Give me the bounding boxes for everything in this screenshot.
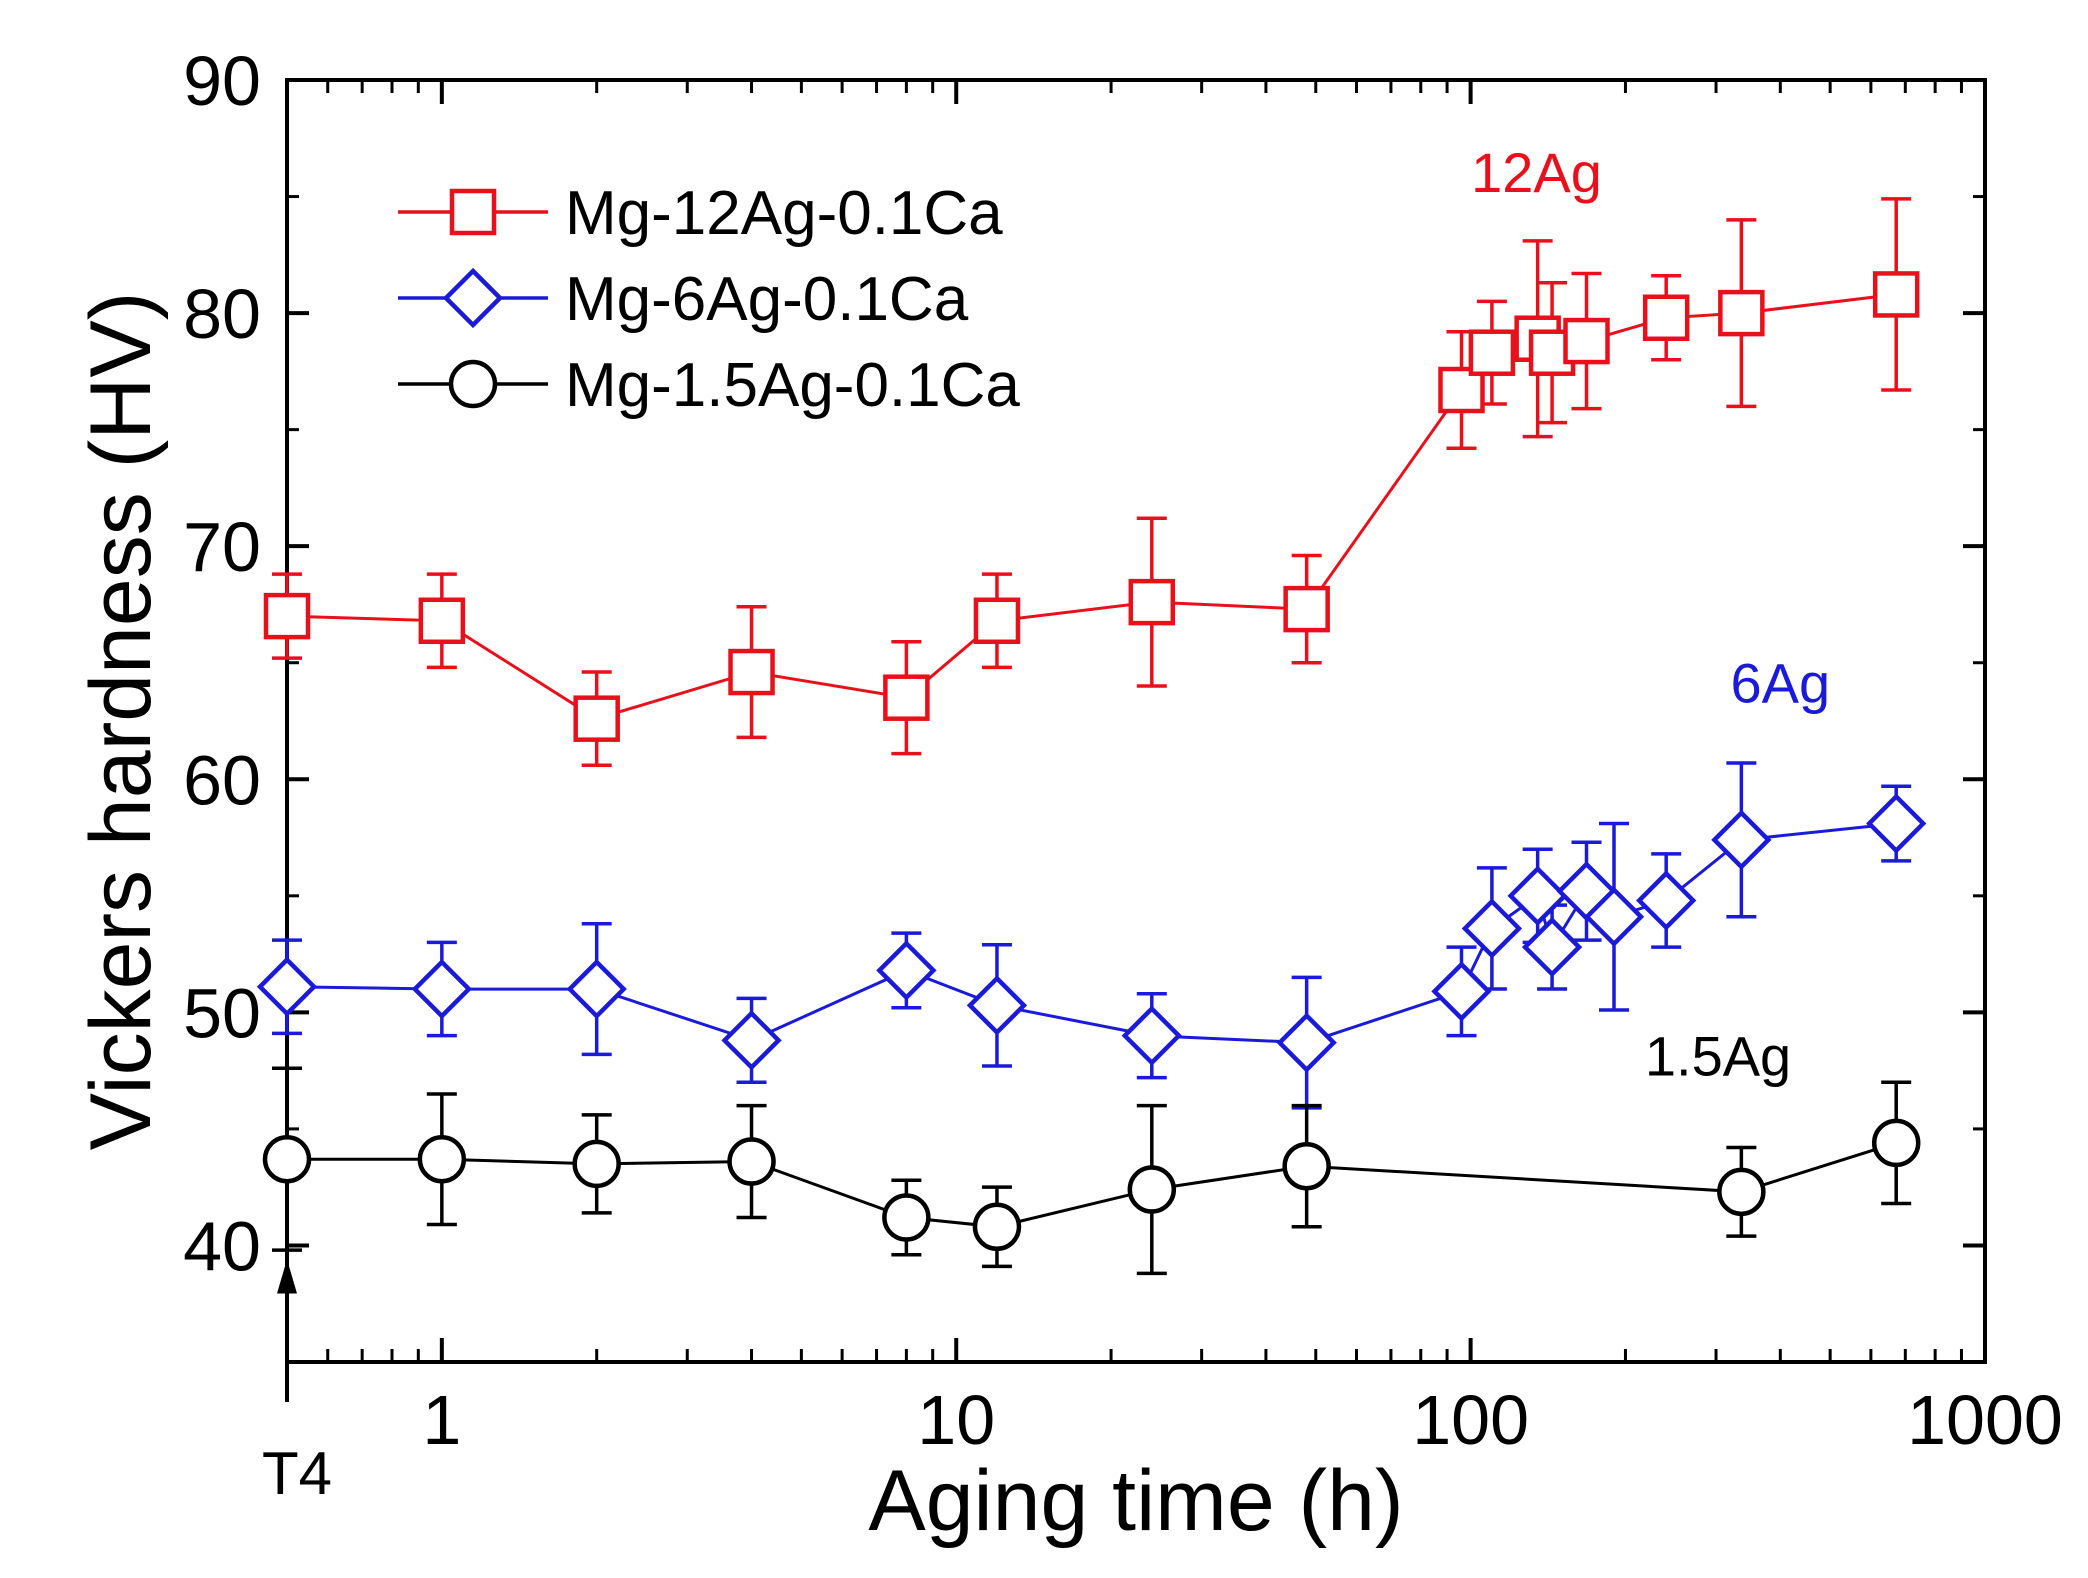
data-point: [1563, 317, 1610, 365]
legend: Mg-12Ag-0.1Ca Mg-6Ag-0.1Ca Mg-1.5Ag-0.1Ca: [398, 179, 1020, 420]
series-layer: [256, 197, 1927, 1276]
y-tick-label: 70: [183, 508, 261, 586]
data-point: [1636, 870, 1697, 931]
series-label-6Ag: 6Ag: [1731, 651, 1831, 714]
legend-entry: Mg-1.5Ag-0.1Ca: [398, 351, 1020, 420]
data-point: [972, 1202, 1022, 1252]
data-point: [262, 1134, 312, 1184]
series-1.5Ag: [262, 1066, 1921, 1276]
data-point: [1711, 809, 1772, 871]
data-point: [1127, 1165, 1177, 1214]
data-point: [1718, 289, 1765, 337]
data-point: [1461, 898, 1523, 959]
data-point: [1642, 294, 1690, 342]
y-tick-label: 50: [183, 974, 261, 1052]
data-point: [1583, 886, 1645, 947]
data-point: [1507, 865, 1568, 927]
series-line: [287, 1141, 1897, 1229]
y-axis-title: Vickers hardness (HV): [73, 292, 169, 1151]
data-point: [1866, 793, 1927, 854]
data-point: [883, 674, 930, 721]
data-point: [882, 1193, 931, 1242]
legend-entry: Mg-12Ag-0.1Ca: [398, 179, 1003, 248]
plot-frame: [285, 78, 1987, 1364]
data-point: [572, 1139, 621, 1189]
data-point: [727, 1137, 776, 1186]
legend-marker: [442, 267, 504, 329]
axes-layer: [285, 78, 1987, 1364]
legend-label: Mg-1.5Ag-0.1Ca: [565, 351, 1020, 420]
y-tick-label: 60: [183, 741, 261, 819]
data-point: [1871, 1118, 1921, 1168]
data-point: [1431, 961, 1492, 1022]
data-point: [573, 695, 620, 742]
series-line: [286, 822, 1897, 1045]
data-point: [1282, 1141, 1331, 1191]
data-point: [876, 940, 937, 1001]
data-point: [728, 648, 775, 696]
data-point: [263, 592, 311, 640]
legend-entry: Mg-6Ag-0.1Ca: [398, 265, 969, 334]
series-line: [286, 292, 1897, 721]
x-tick-label: 1000: [1907, 1381, 2063, 1459]
x-tick-label: 10: [917, 1381, 995, 1459]
label-layer: 40 50 60 70 80 90 1 10 100 1000 Aging time (h) Vick…: [73, 42, 2063, 1549]
data-point: [418, 597, 466, 645]
series-label-1.5Ag: 1.5Ag: [1645, 1024, 1791, 1087]
series-label-12Ag: 12Ag: [1471, 141, 1602, 204]
data-point: [1717, 1167, 1766, 1217]
data-point: [1438, 366, 1485, 414]
data-point: [566, 958, 627, 1020]
x-axis-title: Aging time (h): [868, 1453, 1403, 1549]
legend-marker: [448, 359, 498, 409]
data-point: [1128, 578, 1176, 626]
y-tick-label: 80: [183, 275, 261, 353]
data-point: [721, 1010, 782, 1071]
data-point: [1121, 1005, 1182, 1066]
y-tick-label: 40: [183, 1207, 261, 1285]
data-point: [411, 958, 473, 1020]
x-tick-label: 100: [1412, 1381, 1529, 1459]
legend-label: Mg-12Ag-0.1Ca: [565, 179, 1003, 248]
data-point: [1521, 916, 1583, 978]
legend-label: Mg-6Ag-0.1Ca: [565, 265, 969, 334]
data-point: [1468, 329, 1516, 376]
data-point: [1276, 1012, 1337, 1073]
data-point: [1872, 271, 1920, 318]
data-point: [1283, 585, 1330, 633]
data-point: [256, 956, 318, 1017]
data-point: [417, 1134, 467, 1184]
series-6Ag: [256, 761, 1927, 1110]
y-tick-label: 90: [183, 42, 261, 120]
x-tick-label: 1: [422, 1381, 461, 1459]
legend-marker: [449, 188, 497, 236]
series-12Ag: [263, 197, 1920, 768]
data-point: [966, 975, 1028, 1036]
t4-arrow-head: [277, 1259, 297, 1294]
data-point: [973, 597, 1021, 645]
t4-label: T4: [262, 1440, 332, 1507]
